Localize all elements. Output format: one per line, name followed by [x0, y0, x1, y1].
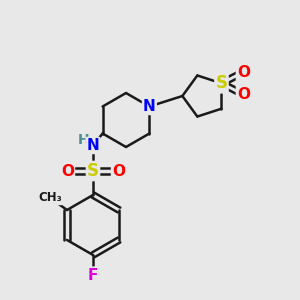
Text: O: O — [61, 164, 74, 178]
Text: N: N — [87, 138, 99, 153]
Text: N: N — [143, 99, 156, 114]
Text: H: H — [78, 133, 90, 147]
Text: CH₃: CH₃ — [38, 191, 62, 204]
Text: S: S — [87, 162, 99, 180]
Text: O: O — [112, 164, 125, 178]
Text: O: O — [237, 65, 250, 80]
Text: S: S — [215, 74, 227, 92]
Text: O: O — [237, 87, 250, 102]
Text: F: F — [88, 268, 98, 283]
